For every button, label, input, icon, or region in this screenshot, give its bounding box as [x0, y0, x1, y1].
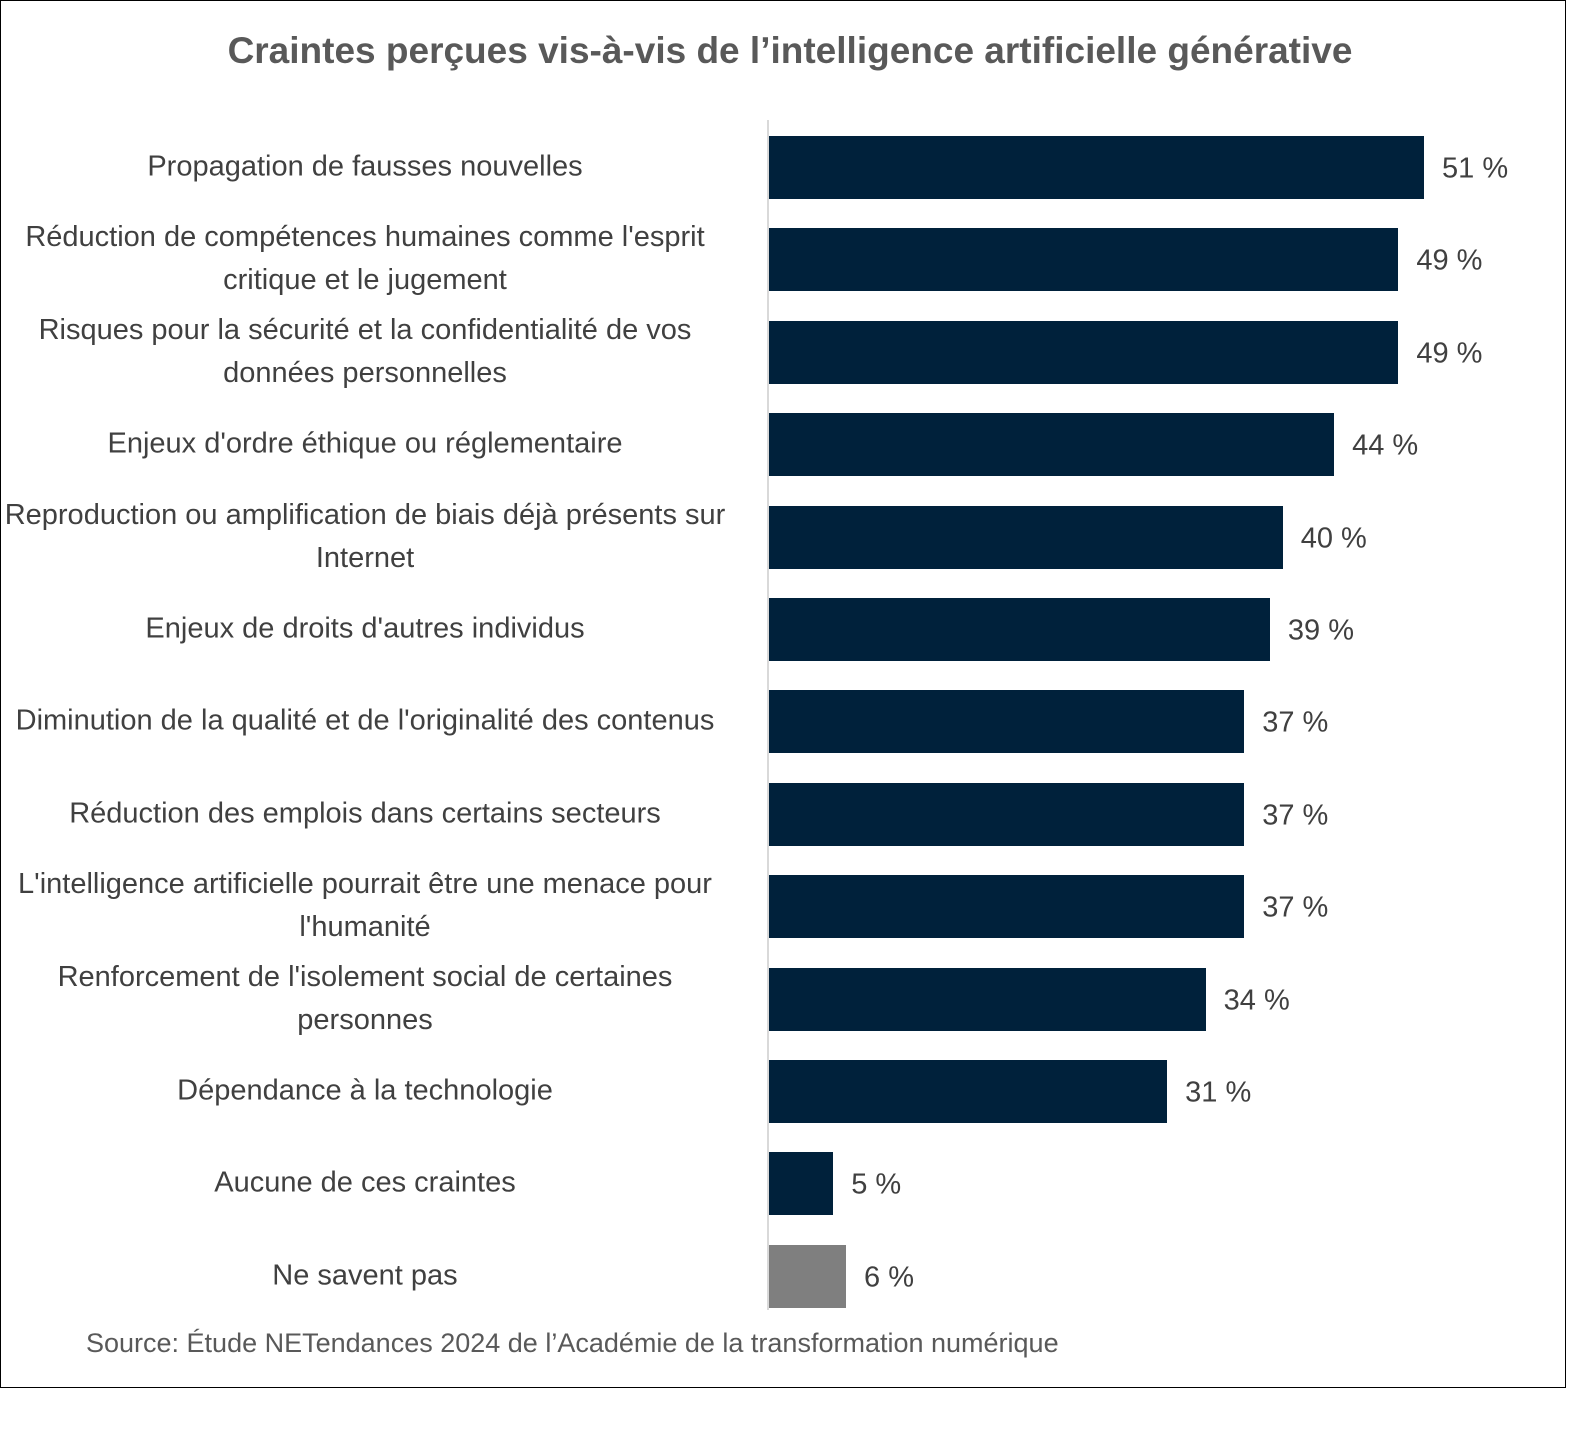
bar — [769, 967, 1206, 1031]
data-label: 6 % — [864, 1261, 915, 1294]
category-label: Propagation de fausses nouvelles — [147, 150, 583, 183]
category-label: Enjeux de droits d'autres individus — [145, 612, 585, 645]
bar — [769, 136, 1424, 199]
category-label: Aucune de ces craintes — [214, 1166, 516, 1199]
category-label: Ne savent pas — [272, 1259, 458, 1292]
data-label: 40 % — [1300, 522, 1367, 555]
data-label: 34 % — [1223, 984, 1290, 1017]
category-axis-line — [767, 120, 769, 1310]
data-label: 44 % — [1352, 429, 1419, 462]
category-label: Réduction des emplois dans certains sect… — [69, 797, 661, 830]
data-label: 37 % — [1262, 891, 1329, 924]
data-label: 37 % — [1262, 706, 1329, 739]
bar — [769, 228, 1399, 292]
bar — [769, 505, 1283, 569]
category-label: Dépendance à la technologie — [177, 1074, 553, 1107]
data-label: 31 % — [1185, 1076, 1252, 1109]
data-label: 5 % — [851, 1168, 902, 1201]
data-label: 37 % — [1262, 799, 1329, 832]
data-label: 39 % — [1287, 614, 1354, 647]
bar — [769, 690, 1245, 754]
chart-title: Craintes perçues vis-à-vis de l’intellig… — [227, 30, 1353, 71]
bar — [769, 413, 1335, 477]
data-label: 51 % — [1442, 152, 1509, 185]
bar — [769, 1060, 1168, 1123]
data-label: 49 % — [1416, 244, 1483, 277]
bar — [769, 320, 1399, 384]
category-label: L'intelligence artificielle pourrait êtr… — [18, 868, 712, 944]
category-label: Reproduction ou amplification de biais d… — [4, 498, 726, 574]
category-label: Réduction de compétences humaines comme … — [25, 221, 705, 297]
category-label: Risques pour la sécurité et la confident… — [38, 313, 692, 389]
category-label: Enjeux d'ordre éthique ou réglementaire — [107, 427, 623, 460]
bar — [769, 875, 1245, 939]
bar — [769, 782, 1245, 846]
data-label: 49 % — [1416, 337, 1483, 370]
chart-frame — [0, 0, 1566, 1388]
source-note: Source: Étude NETendances 2024 de l’Acad… — [86, 1328, 1059, 1358]
bar — [769, 1244, 847, 1308]
bar — [769, 1152, 834, 1216]
category-label: Renforcement de l'isolement social de ce… — [57, 960, 673, 1036]
category-label: Diminution de la qualité et de l'origina… — [15, 704, 715, 737]
bar — [769, 598, 1270, 661]
